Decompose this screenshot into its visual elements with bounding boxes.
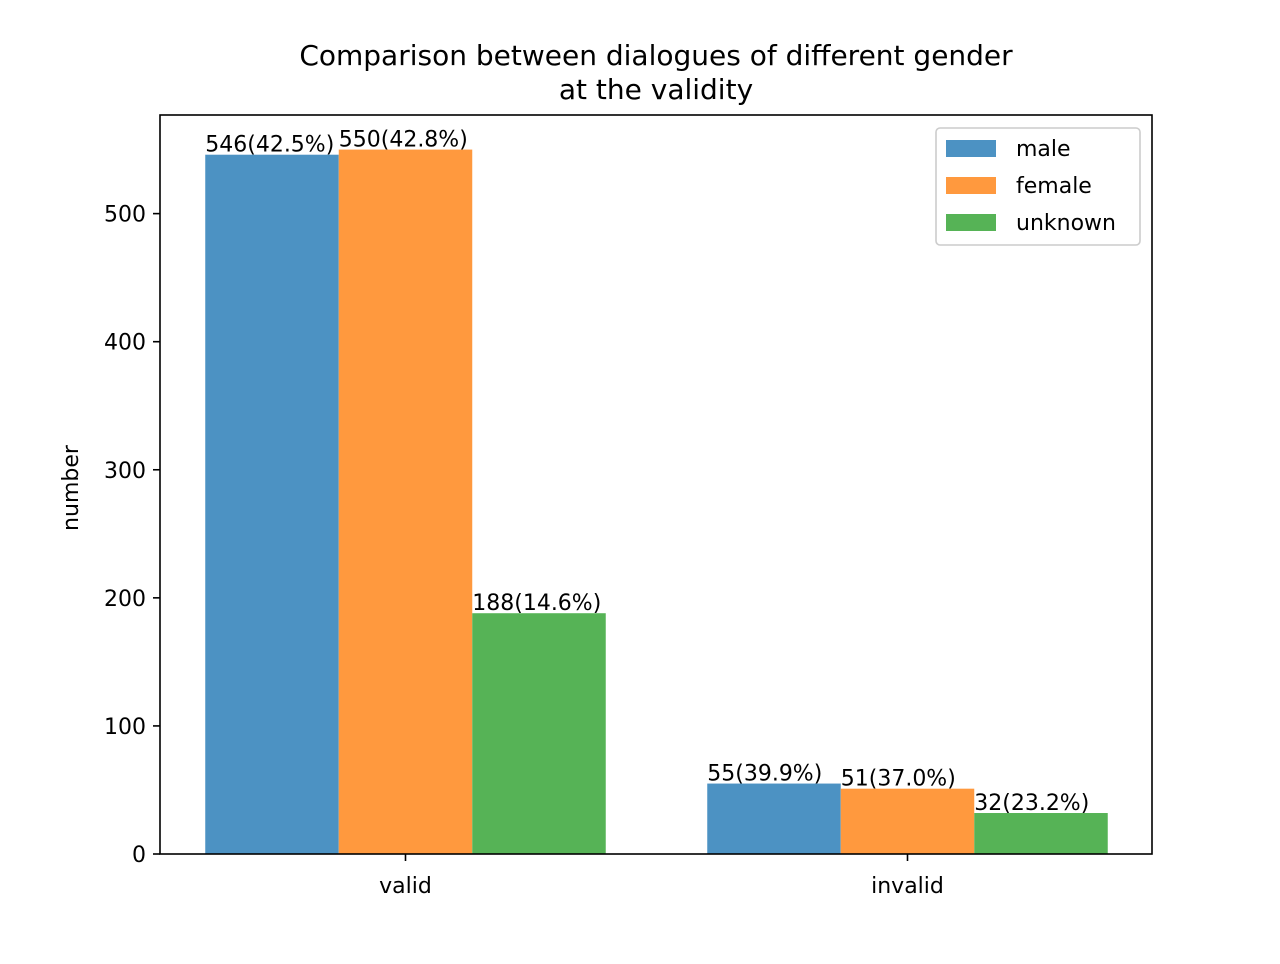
y-axis-label: number (59, 444, 84, 531)
legend: male female unknown (935, 127, 1141, 246)
bar-value-label-male-invalid: 55(39.9%) (707, 762, 822, 787)
chart-title-line-1: Comparison between dialogues of differen… (299, 39, 1013, 72)
legend-swatch-male (946, 140, 996, 157)
y-tick-label: 400 (104, 331, 146, 356)
legend-label-unknown: unknown (1016, 211, 1116, 236)
legend-swatch-female (946, 177, 996, 194)
plot-frame (159, 114, 1153, 855)
axes-layer: 0 100 200 300 400 500 valid invalid (104, 114, 1153, 899)
y-tick-label: 300 (104, 459, 146, 484)
bar-value-label-female-valid: 550(42.8%) (339, 128, 468, 153)
bar-female-invalid (840, 788, 975, 854)
x-tick-label-invalid: invalid (871, 874, 944, 899)
bar-value-label-female-invalid: 51(37.0%) (841, 767, 956, 792)
legend-swatch-unknown (946, 214, 996, 231)
bar-unknown-invalid (974, 813, 1108, 854)
bars-layer (205, 149, 1108, 855)
bar-value-label-unknown-valid: 188(14.6%) (472, 591, 601, 616)
bar-unknown-valid (472, 613, 606, 854)
bar-value-label-male-valid: 546(42.5%) (205, 133, 334, 158)
bar-male-invalid (707, 783, 841, 854)
chart-title-line-2: at the validity (559, 73, 753, 106)
chart-title: Comparison between dialogues of differen… (299, 39, 1013, 106)
y-tick-label: 500 (104, 203, 146, 228)
y-tick-label: 100 (104, 715, 146, 740)
bar-male-valid (205, 154, 339, 855)
y-tick-label: 0 (132, 843, 146, 868)
legend-label-female: female (1016, 174, 1092, 199)
bar-labels-layer: 546(42.5%) 55(39.9%) 550(42.8%) 51(37.0%) 18… (205, 128, 1089, 816)
legend-label-male: male (1016, 137, 1071, 162)
x-tick-label-valid: valid (379, 874, 432, 899)
bar-value-label-unknown-invalid: 32(23.2%) (974, 791, 1089, 816)
bar-female-valid (338, 149, 473, 855)
y-tick-label: 200 (104, 587, 146, 612)
